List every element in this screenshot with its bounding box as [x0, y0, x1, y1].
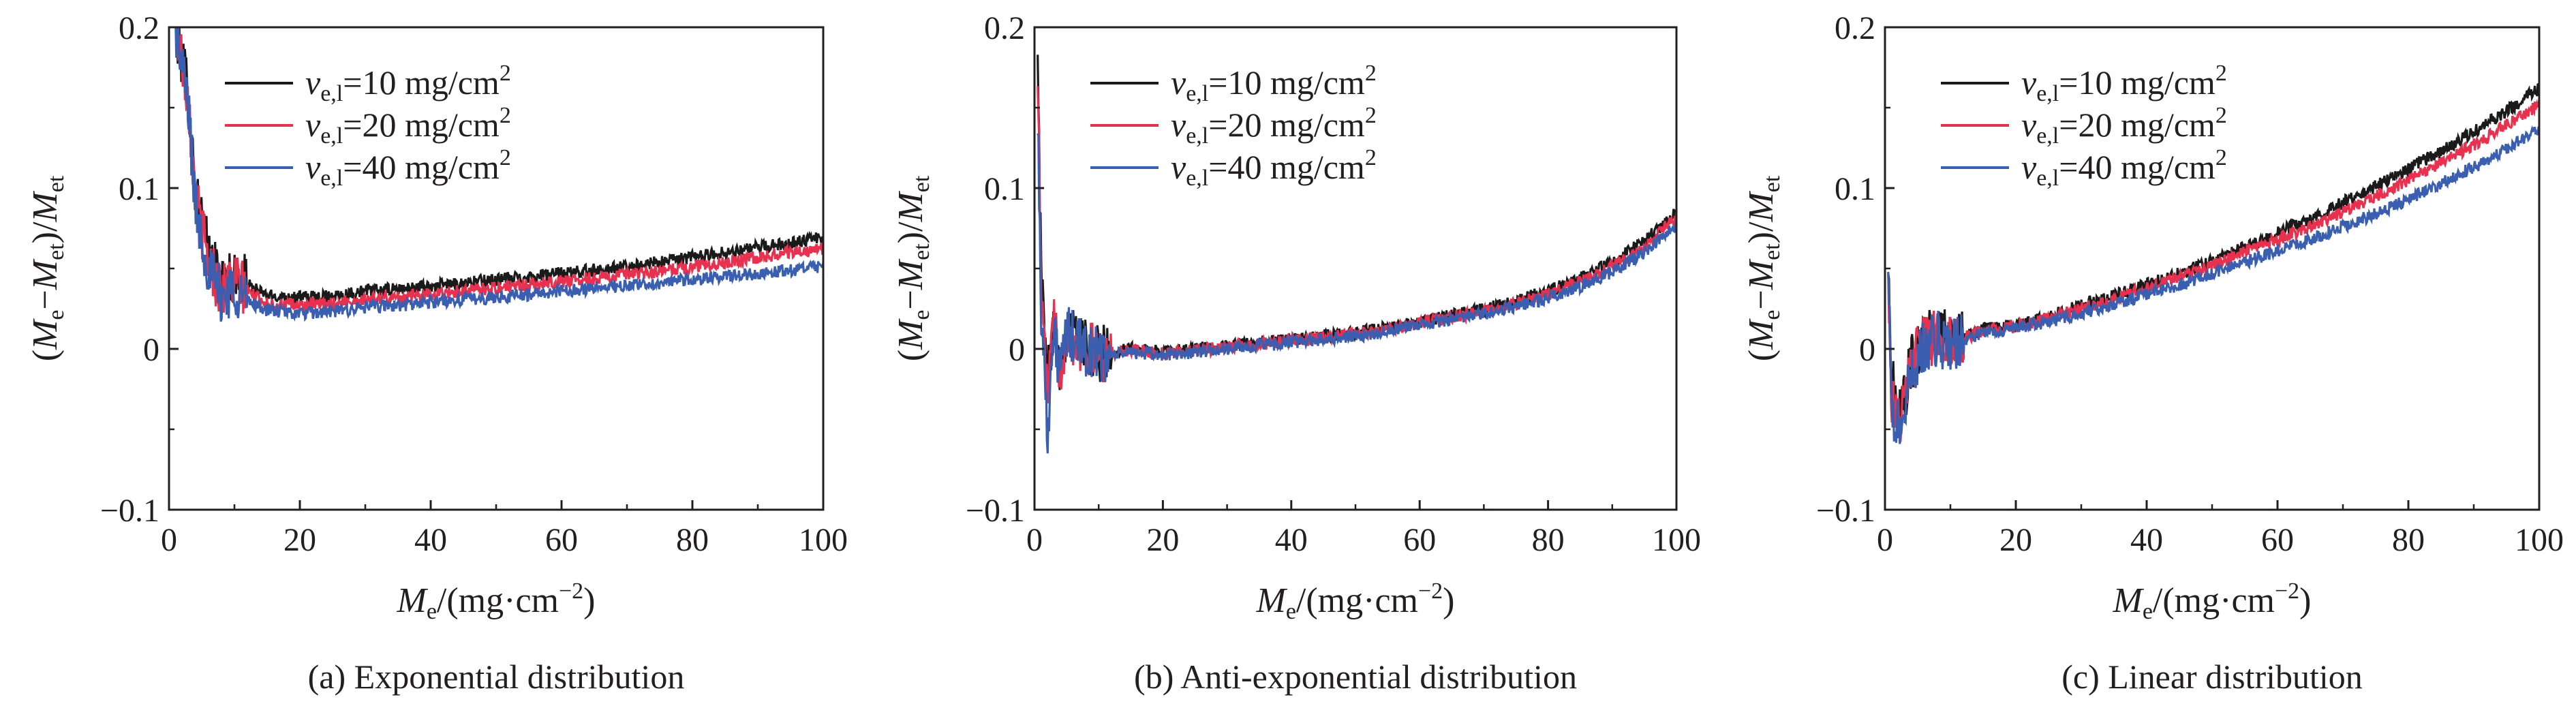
legend-label-2: ve,l=20 mg/cm2 — [2021, 103, 2227, 149]
x-tick-label: 80 — [1532, 522, 1565, 558]
y-tick-label: 0.2 — [1835, 10, 1875, 46]
legend-label-3: ve,l=40 mg/cm2 — [2021, 145, 2227, 191]
y-tick-label: 0.1 — [984, 171, 1025, 207]
y-axis-label: (Me−Met)/Met — [1742, 175, 1785, 361]
x-tick-label: 40 — [2130, 522, 2163, 558]
chart-panel-2: 0 20 40 60 80 100−0.100.10.2(Me−Met)/MetMe/(m… — [891, 10, 1701, 696]
y-tick-label: 0 — [1859, 332, 1875, 368]
y-tick-label: 0 — [1009, 332, 1025, 368]
x-tick-label: 60 — [2261, 522, 2294, 558]
panel-caption: (b) Anti-exponential distribution — [1134, 658, 1577, 696]
plot-area — [1887, 82, 2539, 444]
series-line-3 — [174, 27, 823, 322]
x-axis-label: Me/(mg·cm−2) — [2113, 579, 2312, 624]
panel-caption: (c) Linear distribution — [2061, 658, 2363, 696]
legend-label-1: ve,l=10 mg/cm2 — [2021, 61, 2227, 106]
legend-label-2: ve,l=20 mg/cm2 — [305, 103, 511, 149]
x-tick-label: 100 — [1652, 522, 1701, 558]
y-axis-label: (Me−Met)/Met — [26, 175, 69, 361]
x-tick-label: 40 — [1275, 522, 1308, 558]
legend-label-1: ve,l=10 mg/cm2 — [1171, 61, 1377, 106]
y-tick-label: −0.1 — [100, 493, 159, 529]
y-tick-label: −0.1 — [966, 493, 1025, 529]
plot-area — [1037, 55, 1676, 454]
y-tick-label: 0.2 — [984, 10, 1025, 46]
y-tick-label: 0.1 — [1835, 171, 1875, 207]
legend-label-1: ve,l=10 mg/cm2 — [305, 61, 511, 106]
x-tick-label: 40 — [414, 522, 447, 558]
series-line-2 — [1887, 98, 2539, 442]
x-tick-label: 100 — [799, 522, 848, 558]
x-tick-label: 20 — [1146, 522, 1179, 558]
y-tick-label: 0 — [143, 332, 159, 368]
x-tick-label: 0 — [161, 522, 177, 558]
legend-label-3: ve,l=40 mg/cm2 — [305, 145, 511, 191]
chart-panel-1: 0 20 40 60 80 100−0.100.10.2(Me−Met)/MetMe/(m… — [26, 10, 848, 696]
x-tick-label: 20 — [283, 522, 316, 558]
x-tick-label: 0 — [1877, 522, 1893, 558]
x-tick-label: 20 — [1999, 522, 2032, 558]
series-line-3 — [1037, 133, 1676, 454]
y-tick-label: 0.1 — [119, 171, 159, 207]
panel-caption: (a) Exponential distribution — [308, 658, 685, 696]
x-tick-label: 100 — [2515, 522, 2564, 558]
x-axis-label: Me/(mg·cm−2) — [397, 579, 596, 624]
chart-panel-3: 0 20 40 60 80 100−0.100.10.2(Me−Met)/MetMe/(m… — [1742, 10, 2564, 696]
series-line-1 — [174, 27, 823, 311]
x-tick-label: 80 — [676, 522, 709, 558]
x-tick-label: 60 — [1403, 522, 1436, 558]
x-tick-label: 80 — [2392, 522, 2425, 558]
y-axis-label: (Me−Met)/Met — [891, 175, 934, 361]
y-tick-label: 0.2 — [119, 10, 159, 46]
x-axis-label: Me/(mg·cm−2) — [1256, 579, 1455, 624]
series-line-3 — [1887, 125, 2539, 444]
y-tick-label: −0.1 — [1816, 493, 1875, 529]
plot-area — [174, 27, 823, 322]
x-tick-label: 60 — [545, 522, 578, 558]
legend-label-3: ve,l=40 mg/cm2 — [1171, 145, 1377, 191]
x-tick-label: 0 — [1026, 522, 1043, 558]
legend-label-2: ve,l=20 mg/cm2 — [1171, 103, 1377, 149]
